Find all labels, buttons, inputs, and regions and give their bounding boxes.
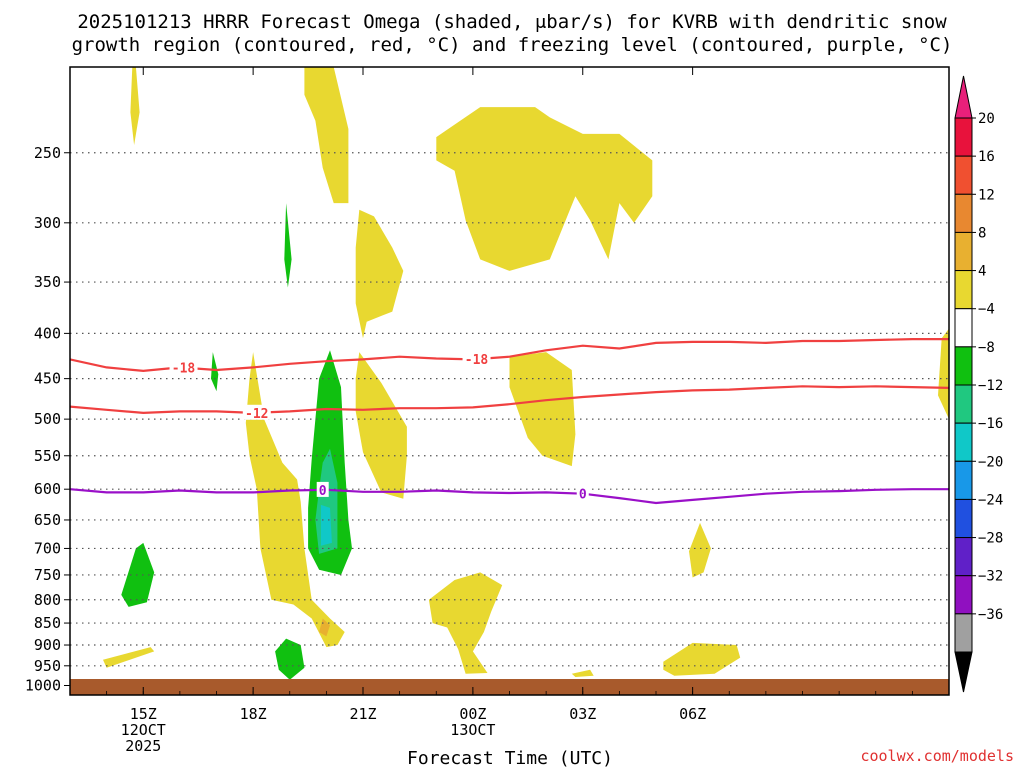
contour-label-dgz-minus18: -18 xyxy=(465,353,489,368)
x-tick-label: 15Z xyxy=(130,705,157,723)
contour-label-dgz-minus18: -18 xyxy=(172,362,196,377)
omega-region-up_weak xyxy=(355,352,407,499)
y-tick-label: 950 xyxy=(34,657,61,675)
contour-label-freezing-level: 0 xyxy=(579,488,587,503)
x-axis-title: Forecast Time (UTC) xyxy=(407,748,613,768)
y-tick-label: 800 xyxy=(34,591,61,609)
y-tick-label: 250 xyxy=(34,144,61,162)
contour-label-dgz-minus12: -12 xyxy=(245,407,268,422)
temperature-contours: -18 -18 -12 0 0 xyxy=(70,338,949,505)
colorbar-segment xyxy=(954,384,973,424)
colorbar-label: −16 xyxy=(978,416,1003,432)
x-tick-label: 13OCT xyxy=(450,721,495,739)
colorbar-label: 8 xyxy=(978,225,986,241)
pressure-axis: 250 300 350 400 450 500 550 600 650 700 750 800 850 9… xyxy=(25,144,70,695)
colorbar-label: −12 xyxy=(978,378,1003,394)
colorbar-label: −32 xyxy=(978,569,1003,585)
omega-region-up_weak xyxy=(689,522,711,578)
colorbar-segment xyxy=(954,575,973,615)
colorbar-segment xyxy=(954,308,973,348)
omega-region-up_moderate xyxy=(319,618,330,637)
contour-label-bg xyxy=(242,404,271,420)
omega-region-up_weak xyxy=(428,572,503,674)
credit-text: coolwx.com/models xyxy=(860,747,1014,765)
omega-region-up_weak xyxy=(436,107,653,271)
omega-shaded-regions xyxy=(103,67,949,680)
contour-freezing-level xyxy=(70,488,949,505)
y-tick-label: 600 xyxy=(34,480,61,498)
colorbar-label: −4 xyxy=(978,302,995,318)
omega-region-up_weak xyxy=(130,67,140,145)
colorbar-segment xyxy=(954,155,973,195)
y-tick-label: 350 xyxy=(34,273,61,291)
omega-region-down_strong xyxy=(320,504,332,546)
x-tick-label: 06Z xyxy=(679,705,706,723)
omega-region-up_weak xyxy=(304,67,349,204)
omega-region-down_weak xyxy=(275,638,305,680)
omega-region-down_weak xyxy=(121,542,155,607)
omega-region-down_weak xyxy=(284,203,292,288)
x-tick-label: 18Z xyxy=(240,705,267,723)
contour-label-bg xyxy=(316,481,329,497)
colorbar-segment xyxy=(954,537,973,577)
colorbar-segment xyxy=(954,270,973,310)
pressure-gridlines xyxy=(70,152,949,667)
x-tick-label: 12OCT xyxy=(121,721,166,739)
colorbar-label: −28 xyxy=(978,531,1003,547)
omega-region-up_weak xyxy=(509,352,576,467)
omega-region-up_weak xyxy=(571,669,594,677)
y-tick-label: 750 xyxy=(34,566,61,584)
colorbar-segment xyxy=(954,346,973,386)
colorbar-segment xyxy=(954,193,973,233)
colorbar-segment xyxy=(954,613,973,653)
x-tick-label: 03Z xyxy=(569,705,596,723)
colorbar-top-arrow xyxy=(954,75,973,119)
y-tick-label: 550 xyxy=(34,447,61,465)
x-tick-label: 00Z xyxy=(459,705,486,723)
omega-region-down_weak xyxy=(211,352,219,392)
colorbar-label: 4 xyxy=(978,264,986,280)
contour-dgz-minus18 xyxy=(70,338,949,373)
contour-dgz-minus12 xyxy=(70,385,949,415)
colorbar-segment xyxy=(954,422,973,462)
omega-region-up_weak xyxy=(938,328,949,420)
omega-region-up_weak xyxy=(245,352,345,648)
y-tick-label: 1000 xyxy=(25,677,61,695)
colorbar-segment xyxy=(954,117,973,157)
colorbar-label: −36 xyxy=(978,607,1003,623)
omega-region-up_weak xyxy=(103,647,155,668)
colorbar-label: 20 xyxy=(978,111,995,127)
contour-label-bg xyxy=(462,351,491,367)
omega-colorbar: 20 16 12 8 4 −4 −8 −12 −16 −20 −24 −28 −32 −36 xyxy=(954,75,1003,693)
omega-region-up_weak xyxy=(663,642,741,676)
contour-label-freezing-level: 0 xyxy=(319,484,327,499)
omega-region-up_weak xyxy=(355,209,404,339)
y-tick-label: 450 xyxy=(34,370,61,388)
x-tick-label: 2025 xyxy=(125,737,161,755)
y-tick-label: 300 xyxy=(34,214,61,232)
y-tick-label: 400 xyxy=(34,324,61,342)
colorbar-bottom-arrow xyxy=(954,651,973,693)
colorbar-segment xyxy=(954,231,973,272)
y-tick-label: 500 xyxy=(34,410,61,428)
colorbar-segment xyxy=(954,460,973,500)
colorbar-label: 16 xyxy=(978,149,995,165)
colorbar-label: 12 xyxy=(978,187,995,203)
colorbar-label: −8 xyxy=(978,340,995,356)
chart-title-line2: growth region (contoured, red, °C) and f… xyxy=(72,34,953,56)
y-tick-label: 900 xyxy=(34,636,61,654)
colorbar-label: −24 xyxy=(978,492,1003,508)
contour-label-bg xyxy=(576,485,589,501)
chart-title-line1: 2025101213 HRRR Forecast Omega (shaded, … xyxy=(77,11,947,33)
colorbar-segment xyxy=(954,498,973,539)
colorbar-label: −20 xyxy=(978,454,1003,470)
y-tick-label: 650 xyxy=(34,511,61,529)
y-tick-label: 700 xyxy=(34,539,61,557)
y-tick-label: 850 xyxy=(34,614,61,632)
x-tick-label: 21Z xyxy=(349,705,376,723)
contour-label-bg xyxy=(169,359,198,375)
